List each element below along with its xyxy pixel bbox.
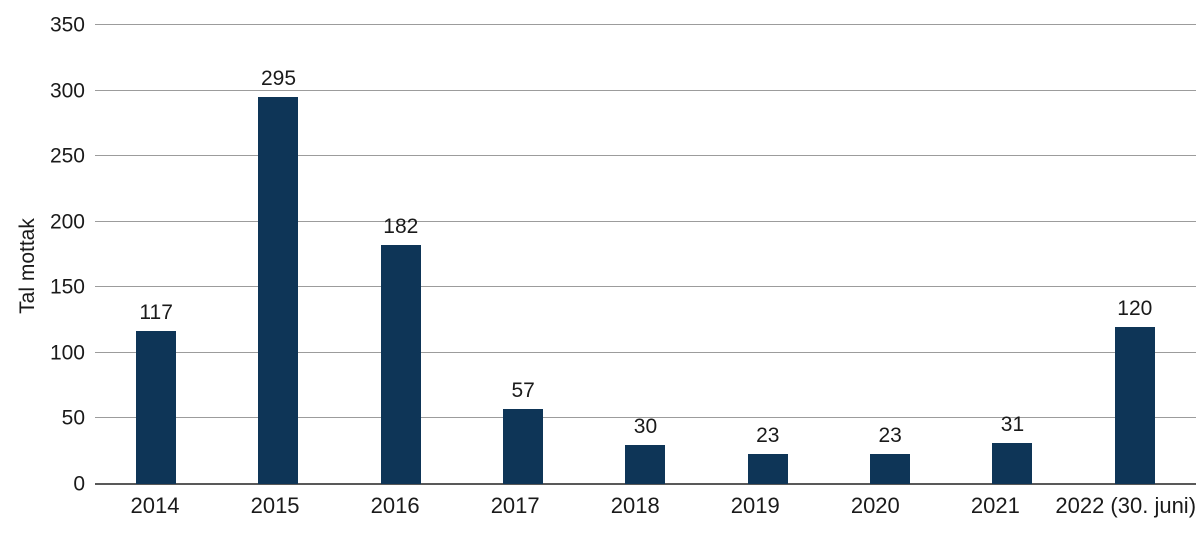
x-tick-label: 2022 (30. juni) bbox=[1055, 493, 1197, 518]
gridline bbox=[95, 24, 1196, 25]
bar bbox=[870, 453, 911, 484]
y-tick-label: 150 bbox=[49, 275, 85, 299]
bar bbox=[625, 444, 666, 484]
y-tick-label: 300 bbox=[49, 79, 85, 103]
gridline bbox=[95, 220, 1196, 222]
bar-value-label: 23 bbox=[756, 423, 780, 447]
x-tick-labels: 2014 2015 2016 2017 2018 2019 2020 2021 2022 (30… bbox=[95, 493, 1196, 519]
bar bbox=[258, 97, 299, 484]
y-tick-label: 100 bbox=[49, 341, 85, 365]
bar bbox=[1114, 326, 1155, 484]
bar bbox=[136, 330, 177, 484]
bar-value-label: 23 bbox=[878, 423, 902, 447]
x-tick-label: 2014 bbox=[130, 493, 180, 518]
gridline bbox=[95, 89, 1196, 91]
gridline bbox=[95, 155, 1196, 157]
y-tick-label: 250 bbox=[49, 144, 85, 168]
y-tick-label: 200 bbox=[49, 210, 85, 234]
bar-value-label: 57 bbox=[511, 379, 535, 403]
y-tick-label: 0 bbox=[73, 472, 85, 496]
bar-value-label: 295 bbox=[260, 67, 297, 91]
x-tick-label: 2018 bbox=[610, 493, 660, 518]
bar-value-label: 120 bbox=[1117, 296, 1153, 320]
bar-slot: 23 bbox=[829, 25, 951, 484]
bar-value-label: 117 bbox=[139, 300, 173, 324]
x-tick-label: 2021 bbox=[970, 493, 1020, 518]
bar bbox=[380, 245, 421, 484]
x-tick-label: 2020 bbox=[850, 493, 900, 518]
bar-slot: 31 bbox=[951, 25, 1073, 484]
bar-slot: 120 bbox=[1074, 25, 1196, 484]
x-tick-label: 2015 bbox=[250, 493, 300, 518]
bar bbox=[503, 409, 544, 484]
x-tick-label: 2016 bbox=[370, 493, 420, 518]
bar-slot: 23 bbox=[707, 25, 829, 484]
bar-slot: 295 bbox=[217, 25, 339, 484]
y-tick-label: 50 bbox=[61, 406, 85, 430]
bars: 117 295 182 57 30 23 23 31 120 bbox=[95, 25, 1196, 484]
y-tick-labels: 0 50 100 150 200 250 300 350 bbox=[0, 15, 85, 495]
bar-slot: 117 bbox=[95, 25, 217, 484]
x-tick-label: 2017 bbox=[490, 493, 540, 518]
bar-slot: 30 bbox=[584, 25, 706, 484]
bar-value-label: 30 bbox=[633, 414, 658, 438]
y-tick-label: 350 bbox=[49, 13, 85, 37]
x-axis-line bbox=[95, 483, 1196, 485]
gridline bbox=[95, 286, 1196, 288]
bar-value-label: 182 bbox=[383, 215, 419, 239]
bar-slot: 182 bbox=[340, 25, 462, 484]
plot-area: 117 295 182 57 30 23 23 31 120 bbox=[95, 24, 1196, 485]
bar-slot: 57 bbox=[462, 25, 584, 484]
bar bbox=[747, 453, 788, 484]
x-tick-label: 2019 bbox=[730, 493, 780, 518]
gridline bbox=[95, 417, 1196, 419]
bar-value-label: 31 bbox=[1000, 413, 1025, 437]
bar bbox=[992, 443, 1033, 484]
gridline bbox=[95, 351, 1196, 353]
